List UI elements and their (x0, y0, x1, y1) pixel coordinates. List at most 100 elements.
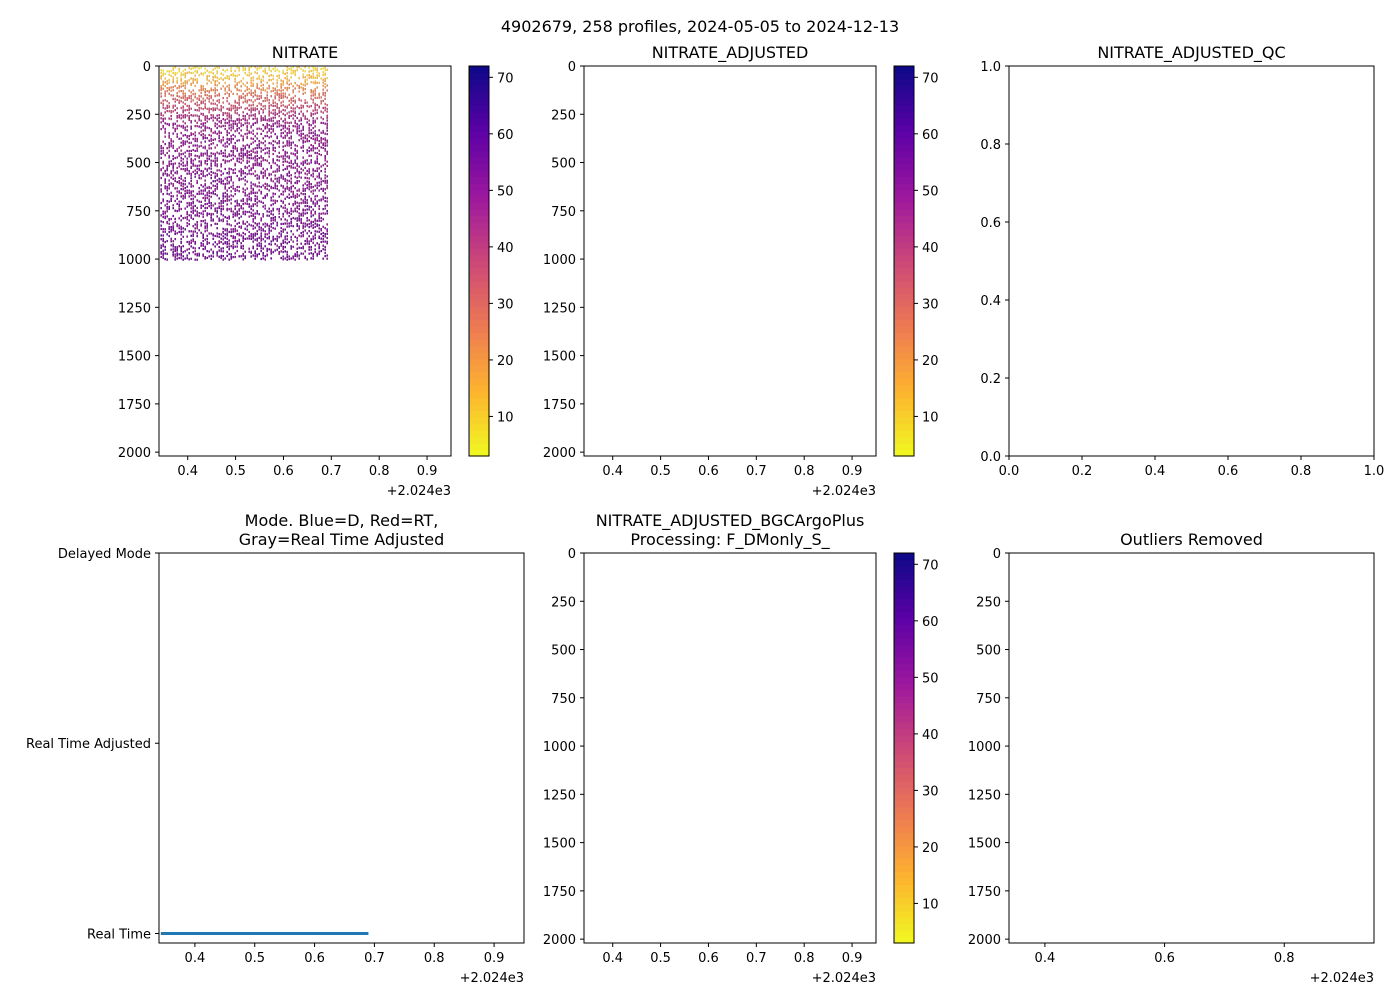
heatmap-cell (210, 71, 212, 74)
heatmap-cell (196, 164, 198, 167)
heatmap-cell (236, 157, 238, 160)
heatmap-cell (224, 177, 226, 180)
heatmap-cell (272, 186, 274, 190)
heatmap-cell (220, 152, 222, 155)
heatmap-cell (314, 125, 316, 128)
heatmap-cell (164, 180, 166, 183)
heatmap-cell (164, 117, 166, 120)
heatmap-cell (250, 211, 252, 214)
heatmap-cell (288, 222, 290, 225)
heatmap-cell (326, 242, 328, 245)
heatmap-cell (260, 128, 262, 131)
colorbar-segment (894, 806, 914, 814)
heatmap-cell (162, 198, 164, 201)
heatmap-cell (288, 83, 290, 86)
heatmap-cell (186, 80, 188, 83)
heatmap-cell (268, 112, 270, 115)
heatmap-cell (290, 76, 292, 79)
heatmap-cell (296, 125, 298, 128)
heatmap-cell (286, 212, 288, 215)
heatmap-cell (308, 246, 310, 249)
heatmap-cell (288, 79, 290, 82)
heatmap-cell (184, 122, 186, 125)
heatmap-cell (202, 154, 204, 157)
heatmap-cell (212, 99, 214, 102)
heatmap-cell (244, 202, 246, 205)
heatmap-cell (244, 94, 246, 97)
heatmap-cell (160, 207, 162, 210)
colorbar-segment (894, 709, 914, 717)
heatmap-cell (324, 86, 326, 89)
heatmap-cell (246, 220, 248, 224)
heatmap-cell (224, 183, 226, 186)
heatmap-cell (200, 141, 202, 144)
colorbar-segment (894, 443, 914, 451)
heatmap-cell (308, 235, 310, 238)
heatmap-cell (322, 198, 324, 201)
x-tick-label: 0.5 (225, 464, 246, 479)
heatmap-cell (304, 255, 306, 258)
heatmap-cell (160, 176, 162, 180)
heatmap-cell (184, 96, 186, 99)
heatmap-cell (208, 108, 210, 112)
heatmap-cell (224, 124, 226, 127)
heatmap-cell (262, 215, 264, 218)
heatmap-cell (254, 113, 256, 116)
colorbar-segment (469, 215, 489, 223)
heatmap-cell (178, 70, 180, 73)
heatmap-cell (212, 171, 214, 174)
heatmap-cell (232, 133, 234, 136)
heatmap-cell (206, 202, 208, 205)
heatmap-cell (260, 217, 262, 220)
heatmap-cell (242, 258, 244, 261)
heatmap-cell (244, 166, 246, 169)
heatmap-cell (266, 254, 268, 257)
heatmap-cell (306, 105, 308, 108)
heatmap-cell (238, 81, 240, 84)
heatmap-cell (228, 138, 230, 142)
heatmap-cell (212, 152, 214, 155)
heatmap-cell (228, 89, 230, 92)
heatmap-cell (316, 167, 318, 170)
heatmap-cell (228, 167, 230, 170)
heatmap-cell (306, 216, 308, 220)
heatmap-cell (292, 99, 294, 102)
heatmap-cell (164, 169, 166, 172)
heatmap-cell (236, 240, 238, 243)
axes-frame (1008, 65, 1375, 457)
heatmap-cell (268, 107, 270, 110)
heatmap-cell (286, 174, 288, 177)
heatmap-cell (262, 83, 264, 86)
heatmap-cell (200, 100, 202, 103)
heatmap-cell (220, 256, 222, 260)
heatmap-cell (210, 170, 212, 173)
heatmap-cell (268, 142, 270, 145)
heatmap-cell (292, 240, 294, 243)
heatmap-cell (216, 210, 218, 213)
heatmap-cell (168, 193, 170, 196)
heatmap-cell (312, 91, 314, 94)
heatmap-cell (182, 158, 184, 161)
heatmap-cell (222, 220, 224, 223)
heatmap-cell (184, 189, 186, 193)
y-tick-label: 1000 (543, 740, 576, 755)
heatmap-cell (246, 202, 248, 205)
heatmap-cell (276, 82, 278, 85)
heatmap-cell (184, 177, 186, 180)
heatmap-cell (278, 189, 280, 192)
heatmap-cell (206, 206, 208, 209)
heatmap-cell (250, 109, 252, 112)
heatmap-cell (202, 146, 204, 149)
heatmap-cell (280, 222, 282, 226)
heatmap-cell (182, 106, 184, 109)
heatmap-cell (160, 214, 162, 217)
colorbar-segment (894, 891, 914, 899)
heatmap-cell (162, 80, 164, 83)
heatmap-cell (286, 172, 288, 175)
heatmap-cell (172, 207, 174, 210)
heatmap-cell (234, 255, 236, 259)
heatmap-cell (258, 144, 260, 147)
heatmap-cell (258, 175, 260, 178)
heatmap-cell (174, 232, 176, 235)
heatmap-cell (326, 209, 328, 213)
